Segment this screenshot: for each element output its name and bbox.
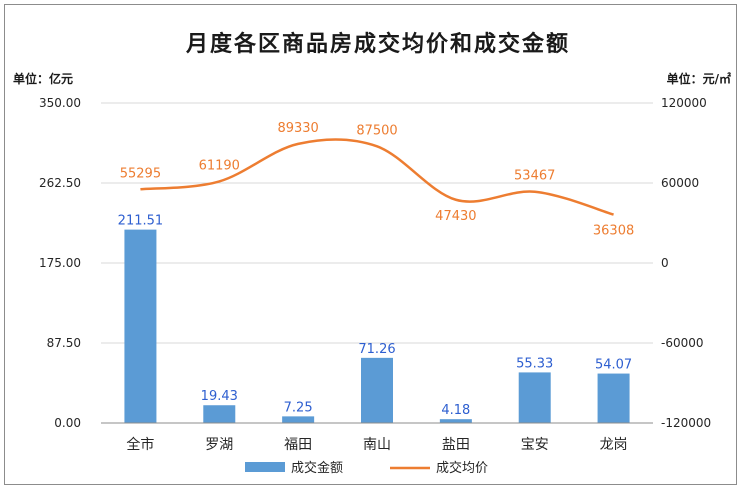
category-label: 福田 xyxy=(284,437,312,453)
right-tick-label: 60000 xyxy=(661,176,699,190)
avg-price-line xyxy=(140,138,614,216)
line-value-label: 87500 xyxy=(356,123,397,138)
bar xyxy=(282,416,315,423)
bar xyxy=(597,373,630,423)
chart-canvas: 月度各区商品房成交均价和成交金额 单位：亿元 单位：元/㎡ 0.00 87.50 1… xyxy=(13,31,731,476)
right-tick-label: -120000 xyxy=(661,416,711,430)
line-value-label: 61190 xyxy=(199,158,240,173)
line-value-label: 89330 xyxy=(277,121,318,136)
chart-frame: 月度各区商品房成交均价和成交金额 单位：亿元 单位：元/㎡ 0.00 87.50 1… xyxy=(4,4,737,485)
left-tick-label: 262.50 xyxy=(39,176,81,190)
legend-swatch-bar xyxy=(245,462,285,472)
bar-value-label: 4.18 xyxy=(441,403,470,418)
category-label: 盐田 xyxy=(442,437,470,453)
bar xyxy=(439,419,472,423)
bar xyxy=(361,357,393,423)
bar-value-label: 7.25 xyxy=(284,400,313,415)
line-series xyxy=(140,138,614,216)
line-value-label: 36308 xyxy=(593,224,634,239)
axes: 0.00 87.50 175.00 262.50 350.00 -120000 -60000… xyxy=(39,96,711,453)
category-label: 南山 xyxy=(363,437,391,453)
left-axis-unit: 单位：亿元 xyxy=(13,71,73,86)
legend-label: 成交均价 xyxy=(436,460,488,476)
category-label: 宝安 xyxy=(521,437,549,453)
bar-value-label: 71.26 xyxy=(358,342,395,357)
bar-value-label: 211.51 xyxy=(118,214,164,229)
line-value-label: 55295 xyxy=(120,166,161,181)
left-tick-label: 175.00 xyxy=(39,256,81,270)
bar-value-label: 54.07 xyxy=(595,358,632,373)
chart-title: 月度各区商品房成交均价和成交金额 xyxy=(185,31,570,57)
gridlines xyxy=(101,102,653,344)
category-label: 龙岗 xyxy=(600,437,628,453)
bar xyxy=(203,405,236,423)
line-value-label: 53467 xyxy=(514,169,555,184)
legend-label: 成交金额 xyxy=(291,460,343,476)
bar-series xyxy=(124,229,630,423)
left-tick-label: 350.00 xyxy=(39,96,81,110)
line-value-label: 47430 xyxy=(435,209,476,224)
left-tick-label: 0.00 xyxy=(54,416,81,430)
left-tick-label: 87.50 xyxy=(47,336,81,350)
right-axis-unit: 单位：元/㎡ xyxy=(667,71,731,86)
right-tick-label: -60000 xyxy=(661,336,704,350)
data-labels: 211.51 19.43 7.25 71.26 4.18 55.33 54.07 55295 6… xyxy=(118,121,635,418)
bar-value-label: 55.33 xyxy=(516,356,553,371)
right-tick-label: 120000 xyxy=(661,96,707,110)
category-label: 全市 xyxy=(126,436,154,453)
bar xyxy=(518,372,551,423)
bar-value-label: 19.43 xyxy=(201,389,238,404)
legend: 成交金额 成交均价 xyxy=(245,460,488,476)
bar xyxy=(124,229,157,423)
category-label: 罗湖 xyxy=(205,437,233,453)
right-tick-label: 0 xyxy=(661,256,669,270)
